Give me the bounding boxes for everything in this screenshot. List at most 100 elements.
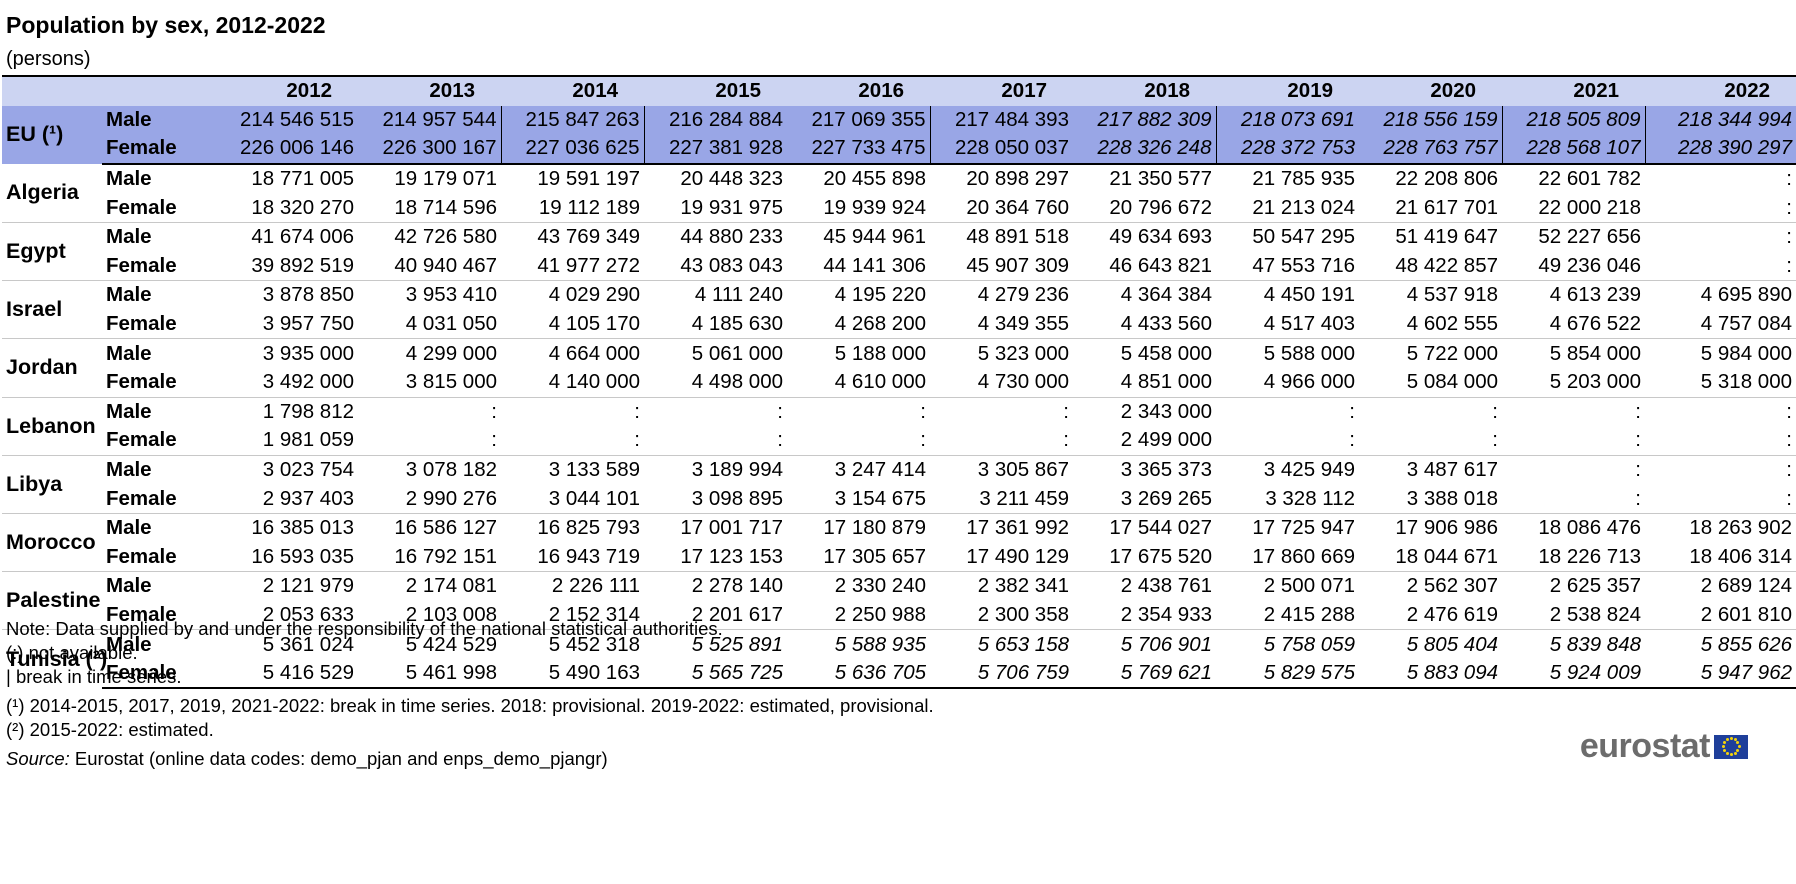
table-cell: 16 792 151 [394,544,497,568]
table-cell: 5 706 901 [1073,629,1216,659]
table-cell: 2 601 810 [1700,602,1792,626]
table-row: Female 5 416 529 5 461 998 5 490 163 5 565 7… [2,658,1796,690]
table-cell: 5 839 848 [1502,629,1645,659]
table-cell: 17 544 027 [1073,512,1216,543]
table-cell: 5 203 000 [1549,370,1641,394]
table-cell: 217 484 393 [929,105,1073,135]
table-cell: 2 538 824 [1549,602,1641,626]
table-cell: : [644,396,787,427]
table-cell: 4 602 555 [1406,312,1498,336]
country-label: Egypt [2,221,102,281]
table-cell: 21 213 024 [1252,195,1355,219]
table-cell: 18 044 671 [1395,544,1498,568]
table-cell: 5 855 626 [1645,629,1796,659]
table-cell: 218 073 691 [1215,105,1359,135]
table-cell: : [920,428,926,452]
year-header-2022: 2022 [1645,75,1796,106]
year-header-2018: 2018 [1073,75,1216,106]
flag-star [1736,749,1740,752]
table-cell: 4 031 050 [405,312,497,336]
table-row: Jordan Male 3 935 000 4 299 000 4 664 000 5 0… [2,338,1796,398]
table-cell: : [1216,396,1359,427]
table-row: Morocco Male 16 385 013 16 586 127 16 825 79… [2,512,1796,572]
table-cell: 51 419 647 [1359,221,1502,252]
sex-label-female: Female [106,253,177,277]
header-blank-cell [2,75,102,106]
table-cell: 52 227 656 [1502,221,1645,252]
table-cell: 2 121 979 [216,571,358,601]
table-cell: 20 364 760 [966,195,1069,219]
table-cell: 227 036 625 [500,134,644,165]
table-cell: 16 943 719 [537,544,640,568]
table-cell: 19 591 197 [537,167,640,191]
table-cell: 17 906 986 [1359,512,1502,543]
table-cell: : [1635,486,1641,510]
table-cell: 228 763 757 [1359,134,1502,165]
table-cell: 2 689 124 [1645,571,1796,601]
table-cell: 18 771 005 [251,167,354,191]
table-cell: 21 350 577 [1109,167,1212,191]
table-cell: 2 226 111 [501,571,644,601]
flag-star [1729,753,1733,756]
table-cell: 228 568 107 [1501,134,1645,165]
table-cell: 227 381 928 [643,134,787,165]
table-cell: : [1786,486,1792,510]
table-cell: 3 044 101 [548,486,640,510]
table-cell: 17 180 879 [787,512,930,543]
table-cell: 19 931 975 [680,195,783,219]
table-cell: 5 416 529 [216,658,358,690]
table-cell: 2 990 276 [405,486,497,510]
eurostat-logo: eurostat [1580,727,1748,766]
table-cell: 5 318 000 [1700,370,1792,394]
break-note: | break in time series. [6,666,182,687]
sex-label-female: Female [106,602,177,626]
table-cell: 2 499 000 [1120,428,1212,452]
table-row: Female 3 957 750 4 031 050 4 105 170 4 185 6… [2,310,1796,339]
sex-label-female: Female [106,195,177,219]
sex-label-female: Female [106,428,177,452]
table-cell: 4 268 200 [834,312,926,336]
table-cell: 2 103 008 [405,602,497,626]
table-cell: 215 847 263 [500,105,644,135]
table-cell: 2 201 617 [691,602,783,626]
table-cell: 3 305 867 [930,454,1073,485]
sex-label-male: Male [102,221,216,252]
flag-star [1725,751,1729,755]
table-cell: 43 083 043 [680,253,783,277]
table-cell: : [1359,396,1502,427]
table-cell: 216 284 884 [643,105,787,135]
table-cell: 4 730 000 [977,370,1069,394]
sex-label-male: Male [102,454,216,485]
table-cell: 218 344 994 [1644,105,1796,135]
table-cell: 5 361 024 [216,629,358,659]
table-cell: 3 487 617 [1359,454,1502,485]
table-cell: 4 029 290 [501,280,644,310]
table-cell: : [1645,396,1796,427]
table-cell: 17 725 947 [1216,512,1359,543]
table-cell: 21 617 701 [1395,195,1498,219]
not-available-note: (:) not available. [6,642,138,663]
sex-label-male: Male [102,338,216,368]
table-cell: 227 733 475 [787,134,930,165]
table-cell: 5 984 000 [1645,338,1796,368]
table-cell: 48 422 857 [1395,253,1498,277]
sex-label-female: Female [102,134,216,165]
table-cell: 3 328 112 [1265,486,1355,510]
flag-star [1721,745,1725,748]
table-row: Female 18 320 270 18 714 596 19 112 189 19 9… [2,193,1796,222]
table-cell: 17 123 153 [680,544,783,568]
table-cell: 2 625 357 [1502,571,1645,601]
table-cell: 20 448 323 [680,167,783,191]
table-cell: 5 805 404 [1359,629,1502,659]
table-row: Palestine Male 2 121 979 2 174 081 2 226 111… [2,571,1796,630]
table-cell: 4 450 191 [1216,280,1359,310]
table-cell: 49 634 693 [1073,221,1216,252]
source-label: Source: [6,748,70,769]
table-row: Lebanon Male 1 798 812:::::2 343 000:::: [2,396,1796,456]
country-label: Morocco [2,512,102,572]
table-row: Egypt Male 41 674 006 42 726 580 43 769 349 4… [2,221,1796,281]
table-cell: 17 860 669 [1252,544,1355,568]
table-row: Female 1 981 059::::: 2 499 000:::: [2,426,1796,455]
table-cell: : [1645,454,1796,485]
table-cell: 5 883 094 [1359,658,1502,690]
